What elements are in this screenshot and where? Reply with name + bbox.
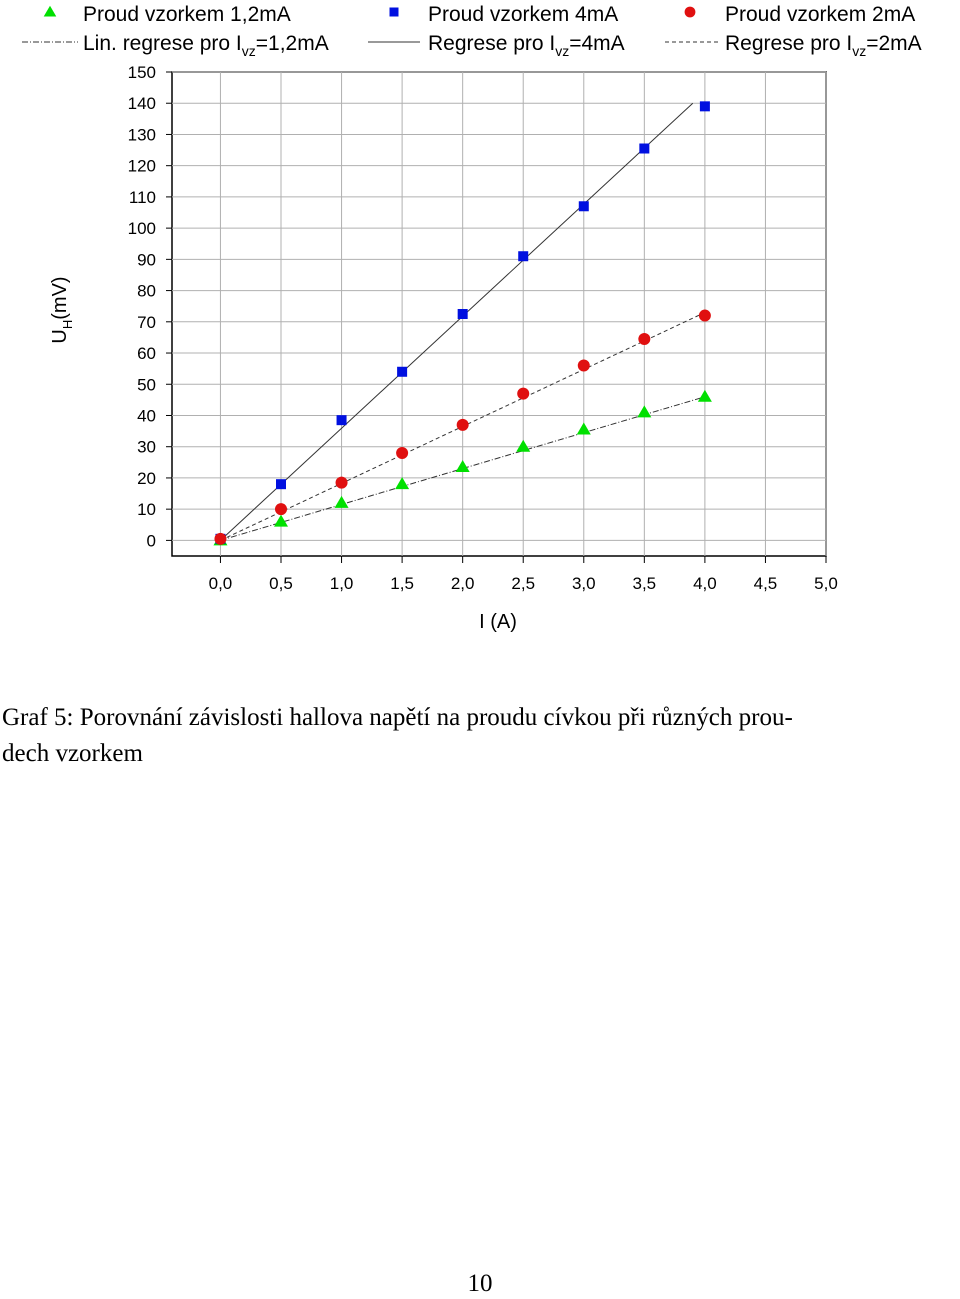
data-point: [697, 389, 712, 402]
legend-label-sub: vz: [852, 43, 866, 59]
y-tick-label: 70: [137, 313, 156, 332]
chart: 0 10 20 30 40 50 60 70 80 90 100 110 120 130 140 150 0,0…: [22, 3, 922, 633]
data-point: [639, 143, 650, 154]
regression-line: [220, 396, 706, 541]
y-tick-label: 110: [129, 188, 156, 207]
legend-label-sub: vz: [242, 43, 256, 59]
y-tick-label: 0: [147, 531, 156, 550]
legend-label-prefix: Regrese pro I: [428, 32, 555, 55]
legend-label-prefix: Regrese pro I: [725, 32, 852, 55]
legend-label: Proud vzorkem 4mA: [428, 3, 618, 26]
legend-marker: [684, 6, 696, 18]
data-point: [578, 201, 589, 212]
data-point: [516, 439, 531, 452]
x-tick-label: 5,0: [814, 574, 838, 593]
x-tick-label: 0,5: [269, 574, 293, 593]
y-tick-label: 80: [137, 282, 156, 301]
data-point: [457, 309, 468, 319]
legend-label: Regrese pro Ivz=2mA: [725, 32, 922, 59]
legend-label-sub: vz: [555, 43, 569, 59]
legend-label-suffix: =4mA: [569, 32, 624, 55]
page-number: 10: [467, 1270, 493, 1297]
y-tick-label: 10: [137, 500, 156, 519]
legend-label: Proud vzorkem 1,2mA: [83, 3, 291, 26]
x-tick-label: 1,0: [330, 574, 354, 593]
data-point: [517, 387, 530, 400]
data-point: [275, 503, 287, 516]
regression-line: [220, 102, 694, 541]
x-tick-label: 0,0: [209, 574, 233, 593]
data-point: [576, 422, 591, 435]
data-point: [577, 359, 590, 372]
y-tick-label: 20: [137, 469, 156, 488]
y-tick-label: 140: [128, 94, 156, 113]
plot-frame: [171, 71, 827, 557]
y-axis-label-unit: (mV): [49, 276, 71, 319]
y-axis-label-sub: H: [60, 320, 75, 329]
legend-item: Proud vzorkem 1,2mA: [43, 3, 291, 26]
data-point: [455, 460, 470, 473]
legend-marker: [389, 7, 399, 17]
y-tick-label: 60: [137, 344, 156, 363]
data-point: [396, 446, 409, 459]
data-point: [334, 495, 349, 508]
legend-item: Proud vzorkem 4mA: [389, 3, 618, 26]
legend-item: Regrese pro Ivz=2mA: [665, 32, 922, 59]
x-tick-label: 1,5: [390, 574, 414, 593]
y-tick-label: 150: [128, 63, 156, 82]
data-point: [638, 332, 651, 345]
legend-label: Regrese pro Ivz=4mA: [428, 32, 625, 59]
data-point: [698, 309, 711, 322]
legend-label-prefix: Lin. regrese pro I: [83, 32, 242, 55]
x-tick-label: 3,5: [633, 574, 657, 593]
y-tick-label: 100: [128, 219, 156, 238]
x-tick-label: 2,5: [511, 574, 535, 593]
data-point: [335, 476, 348, 489]
legend-item: Regrese pro Ivz=4mA: [368, 32, 625, 59]
caption-line: dech vzorkem: [2, 740, 143, 767]
data-point: [518, 251, 529, 262]
data-point: [336, 415, 347, 426]
data-point: [276, 479, 286, 490]
legend-label-suffix: =2mA: [866, 32, 921, 55]
legend-marker: [43, 5, 57, 17]
legend-label-suffix: =1,2mA: [256, 32, 329, 55]
data-point: [456, 418, 469, 431]
legend-item: Lin. regrese pro Ivz=1,2mA: [22, 32, 329, 59]
data-point: [214, 532, 227, 545]
data-point: [637, 405, 652, 418]
x-tick-label: 4,5: [754, 574, 778, 593]
x-tick-label: 2,0: [451, 574, 475, 593]
y-axis-label-main: U: [49, 329, 71, 343]
data-point: [274, 514, 288, 527]
y-tick-label: 120: [128, 157, 156, 176]
x-tick-label: 4,0: [693, 574, 717, 593]
y-tick-label: 40: [137, 406, 156, 425]
legend-item: Proud vzorkem 2mA: [684, 3, 915, 26]
y-tick-label: 90: [137, 250, 156, 269]
legend-label: Lin. regrese pro Ivz=1,2mA: [83, 32, 329, 59]
data-point: [397, 366, 408, 377]
data-point: [395, 477, 410, 490]
data-point: [699, 101, 710, 112]
caption-line: Graf 5: Porovnání závislosti hallova nap…: [2, 704, 793, 731]
y-axis-label: UH(mV): [49, 276, 75, 343]
legend-label: Proud vzorkem 2mA: [725, 3, 915, 26]
x-axis-label: I (A): [479, 611, 517, 633]
y-tick-label: 50: [137, 375, 156, 394]
x-tick-label: 3,0: [572, 574, 596, 593]
y-tick-label: 130: [128, 125, 156, 144]
y-tick-label: 30: [137, 438, 156, 457]
